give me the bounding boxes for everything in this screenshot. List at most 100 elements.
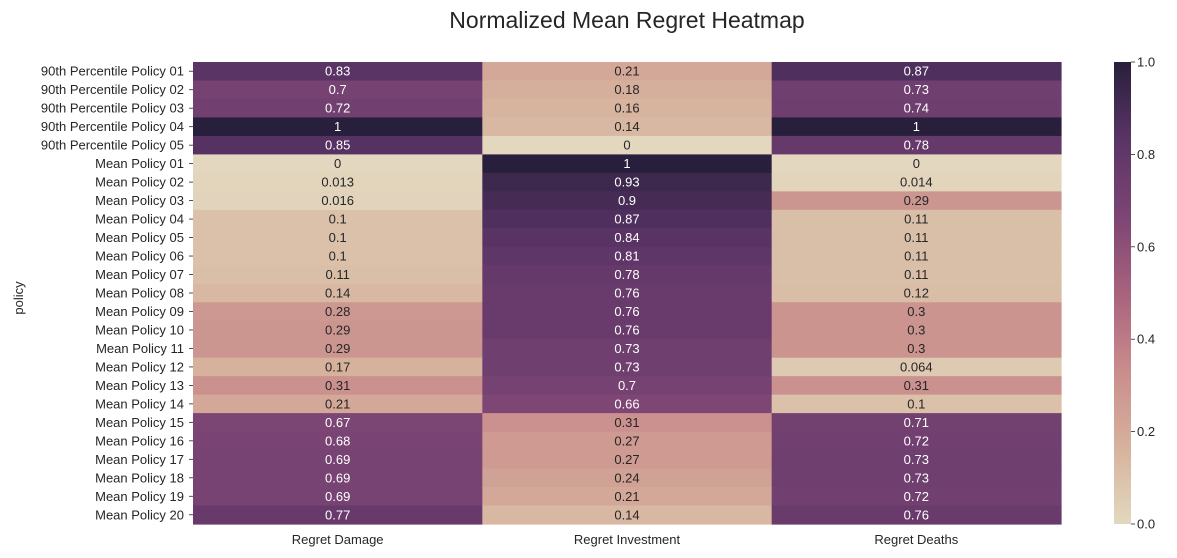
cell-value-label: 0.31 <box>614 415 639 430</box>
y-axis-label: policy <box>11 281 26 315</box>
cell-value-label: 0.93 <box>614 175 639 190</box>
row-tick-label: Mean Policy 06 <box>95 249 184 264</box>
row-tick-label: Mean Policy 07 <box>95 267 184 282</box>
heatmap-cell <box>193 339 483 359</box>
cell-value-label: 0.87 <box>904 64 929 79</box>
cell-value-label: 0.81 <box>614 249 639 264</box>
cell-value-label: 0.16 <box>614 101 639 116</box>
heatmap-cell <box>482 468 773 488</box>
heatmap-cell <box>771 117 1062 137</box>
heatmap-cell <box>771 431 1062 451</box>
cell-value-label: 0.31 <box>904 378 929 393</box>
row-tick-label: Mean Policy 17 <box>95 452 184 467</box>
cell-value-label: 0.76 <box>614 304 639 319</box>
heatmap-cell <box>482 431 773 451</box>
cell-value-label: 0.7 <box>329 82 347 97</box>
heatmap-cell <box>482 283 773 303</box>
cell-value-label: 0.29 <box>325 341 350 356</box>
heatmap-cell <box>193 117 483 137</box>
heatmap-cell <box>482 117 773 137</box>
cell-value-label: 0.18 <box>614 82 639 97</box>
cell-value-label: 0.064 <box>900 359 933 374</box>
cell-value-label: 0.76 <box>904 507 929 522</box>
heatmap-cell <box>482 98 773 119</box>
cell-value-label: 0.11 <box>904 267 928 282</box>
heatmap-cell <box>482 505 773 525</box>
heatmap-cell <box>193 357 483 377</box>
colorbar-tick-label: 0.0 <box>1137 517 1155 532</box>
cell-value-label: 0.21 <box>614 64 639 79</box>
cell-value-label: 0.27 <box>614 452 639 467</box>
chart-title: Normalized Mean Regret Heatmap <box>449 7 804 33</box>
cell-value-label: 0.12 <box>904 286 929 301</box>
row-tick-label: Mean Policy 15 <box>95 415 184 430</box>
cell-value-label: 0.14 <box>614 119 639 134</box>
cell-value-label: 0.14 <box>614 507 639 522</box>
cell-value-label: 0.016 <box>321 193 354 208</box>
cell-value-label: 0.11 <box>904 249 928 264</box>
heatmap-cell <box>482 357 773 377</box>
heatmap-cell <box>193 209 483 229</box>
colorbar-tick-label: 0.6 <box>1137 239 1155 254</box>
cell-value-label: 0.77 <box>325 507 350 522</box>
cell-value-label: 0.1 <box>329 249 347 264</box>
heatmap-cell <box>482 302 773 322</box>
row-tick-label: Mean Policy 09 <box>95 304 184 319</box>
colorbar-tick-label: 0.8 <box>1137 147 1155 162</box>
cell-value-label: 0.24 <box>614 470 639 485</box>
row-tick-label: Mean Policy 13 <box>95 378 184 393</box>
heatmap-cell <box>771 505 1062 525</box>
heatmap-cell <box>193 98 483 119</box>
heatmap-cell <box>482 62 773 82</box>
heatmap-cell <box>193 228 483 248</box>
column-tick-label: Regret Damage <box>292 532 384 547</box>
heatmap-cell <box>771 135 1062 155</box>
row-tick-label: Mean Policy 18 <box>95 470 184 485</box>
row-tick-label: Mean Policy 01 <box>95 156 184 171</box>
heatmap-cell <box>771 62 1062 82</box>
heatmap-cell <box>193 468 483 488</box>
heatmap-cell <box>482 209 773 229</box>
cell-value-label: 1 <box>334 119 341 134</box>
colorbar-tick-label: 0.2 <box>1137 424 1155 439</box>
column-tick-labels: Regret Damage Regret Investment Regret Dea… <box>292 532 959 547</box>
row-tick-label: Mean Policy 11 <box>96 341 184 356</box>
heatmap-cell <box>193 246 483 266</box>
colorbar <box>1114 62 1131 524</box>
cell-value-label: 0.69 <box>325 489 350 504</box>
heatmap-cell <box>193 431 483 451</box>
heatmap-cell <box>193 172 483 192</box>
colorbar-tick-label: 0.4 <box>1137 332 1155 347</box>
cell-value-label: 0 <box>913 156 920 171</box>
heatmap-cell <box>482 320 773 340</box>
cell-value-label: 0.73 <box>614 359 639 374</box>
heatmap-cell <box>771 98 1062 119</box>
row-tick-label: Mean Policy 20 <box>95 507 184 522</box>
heatmap-cell <box>193 62 483 82</box>
heatmap-cell <box>771 376 1062 396</box>
row-tick-label: Mean Policy 04 <box>95 212 184 227</box>
cell-value-labels: 0.83 0.21 0.87 0.7 0.18 0.73 0.72 0.16 0.74 1 0.14… <box>321 64 932 523</box>
cell-value-label: 0.85 <box>325 138 350 153</box>
heatmap-cell <box>482 394 773 414</box>
cell-value-label: 0.73 <box>904 82 929 97</box>
cell-value-label: 0.69 <box>325 470 350 485</box>
cell-value-label: 0.67 <box>325 415 350 430</box>
cell-value-label: 0.66 <box>614 396 639 411</box>
row-tick-label: 90th Percentile Policy 02 <box>41 82 184 97</box>
cell-value-label: 0.21 <box>614 489 639 504</box>
row-tick-label: Mean Policy 03 <box>95 193 184 208</box>
row-tick-label: Mean Policy 02 <box>95 175 184 190</box>
row-tick-label: Mean Policy 05 <box>95 230 184 245</box>
cell-value-label: 0.21 <box>325 396 350 411</box>
cell-value-label: 0.3 <box>907 322 925 337</box>
cell-value-label: 0.7 <box>618 378 636 393</box>
heatmap-cell <box>771 487 1062 507</box>
heatmap-cell <box>482 376 773 396</box>
heatmap-cell <box>193 265 483 285</box>
heatmap-cell <box>771 191 1062 211</box>
cell-value-label: 0.3 <box>907 304 925 319</box>
cell-value-label: 0.28 <box>325 304 350 319</box>
heatmap-cell <box>771 209 1062 229</box>
